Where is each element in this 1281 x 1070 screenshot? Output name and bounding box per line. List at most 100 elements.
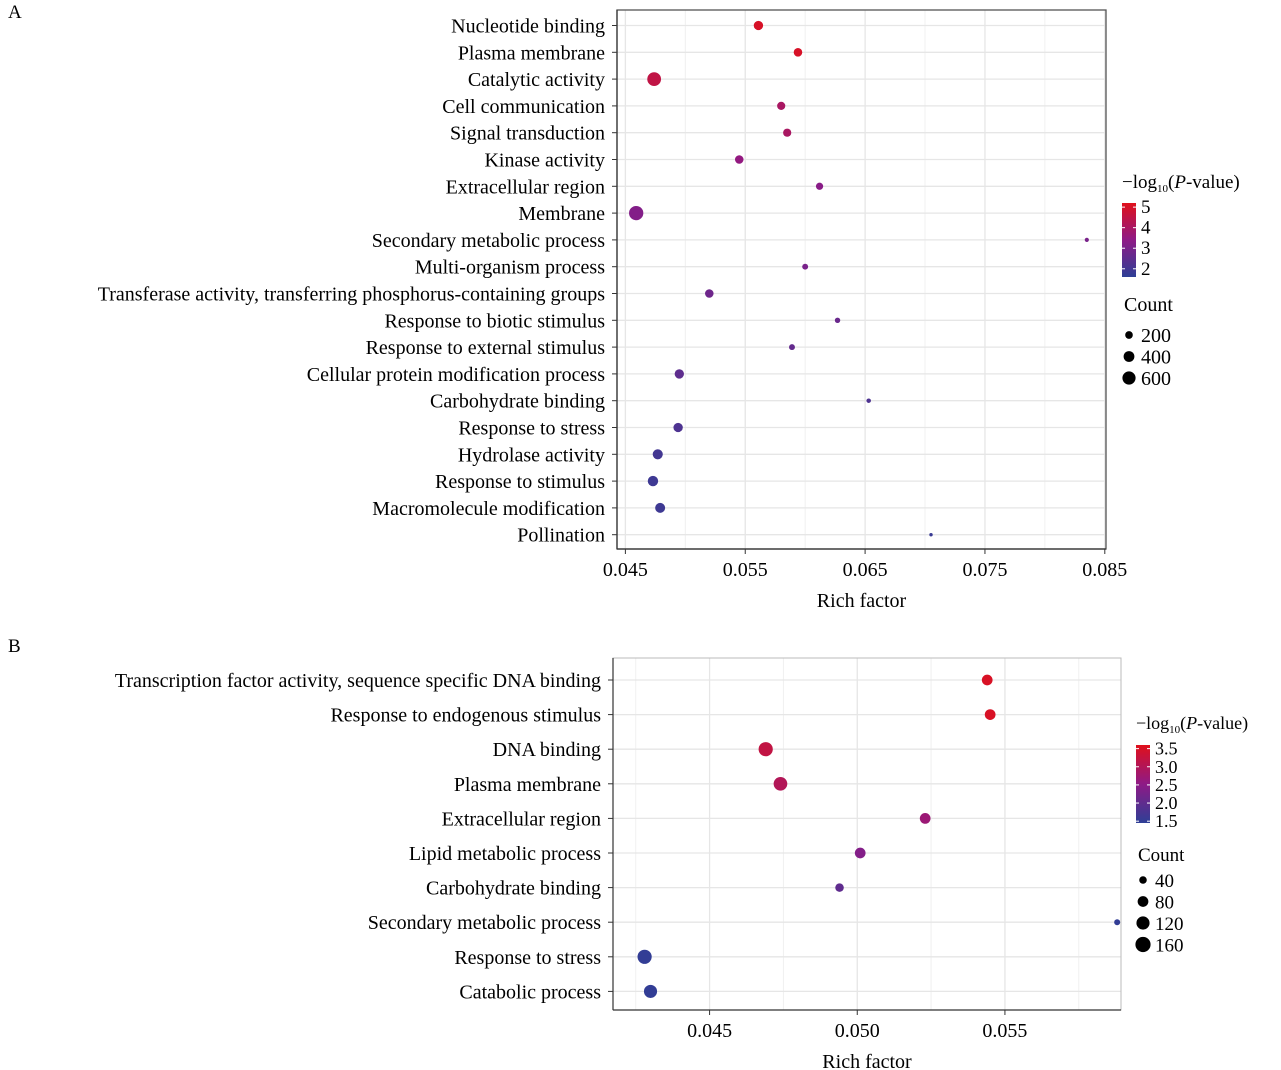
x-tick-label: 0.045	[687, 1020, 732, 1042]
y-category-label: Transcription factor activity, sequence …	[115, 670, 601, 692]
y-category-label: Signal transduction	[450, 123, 605, 145]
y-category-label: Secondary metabolic process	[368, 912, 601, 934]
size-legend-label: 160	[1155, 936, 1184, 957]
size-legend-label: 40	[1155, 871, 1174, 892]
data-point	[647, 72, 662, 86]
size-legend-title: Count	[1138, 845, 1185, 866]
legend-title-suffix: -value)	[1197, 713, 1248, 734]
x-tick-label: 0.050	[835, 1020, 880, 1042]
size-legend-dot	[1122, 371, 1136, 385]
x-axis-title: Rich factor	[822, 1051, 912, 1070]
size-legend-label: 400	[1141, 347, 1171, 369]
data-point	[734, 155, 744, 164]
data-point	[835, 883, 844, 892]
color-legend-title: −log10(P-value)	[1122, 172, 1240, 195]
data-point	[834, 317, 841, 323]
y-category-label: DNA binding	[493, 739, 601, 761]
legend-title-prefix: −log	[1122, 172, 1157, 193]
data-point	[1084, 237, 1089, 242]
size-legend-label: 200	[1141, 325, 1171, 347]
data-point	[981, 674, 993, 686]
y-category-label: Lipid metabolic process	[409, 843, 601, 865]
size-legend-label: 600	[1141, 368, 1171, 390]
size-legend-dot	[1125, 331, 1133, 339]
panel-b: B 0.045 0.050 0.055 Transcription factor act…	[8, 636, 1248, 1070]
y-category-label: Multi-organism process	[415, 257, 605, 279]
data-point	[647, 475, 659, 487]
data-point	[674, 369, 685, 379]
colorbar-label: 3.0	[1155, 757, 1178, 777]
y-category-label: Response to external stimulus	[366, 337, 606, 359]
data-point	[919, 813, 931, 824]
colorbar	[1136, 745, 1150, 823]
y-category-label: Catalytic activity	[468, 69, 605, 91]
size-legend-label: 120	[1155, 914, 1184, 935]
panel-label: A	[8, 2, 22, 23]
y-category-label: Response to stress	[454, 947, 601, 969]
data-point	[753, 20, 764, 31]
data-point	[773, 776, 788, 791]
x-tick-label: 0.055	[723, 559, 768, 581]
data-point	[1114, 919, 1121, 926]
size-legend-dot	[1139, 876, 1147, 884]
plot-background	[617, 10, 1106, 549]
colorbar-label: 1.5	[1155, 811, 1178, 831]
y-category-label: Pollination	[517, 525, 605, 547]
size-legend-dot	[1123, 351, 1135, 362]
colorbar-label: 3.5	[1155, 739, 1178, 759]
data-point	[673, 422, 683, 433]
color-legend-title: −log10(P-value)	[1136, 713, 1248, 736]
x-tick-label: 0.045	[603, 559, 648, 581]
colorbar	[1122, 203, 1136, 277]
y-category-label: Extracellular region	[446, 176, 605, 198]
data-point	[783, 128, 792, 137]
colorbar-label: 2	[1141, 259, 1151, 280]
data-point	[643, 984, 658, 998]
data-point	[637, 949, 652, 964]
data-point	[793, 48, 803, 57]
size-legend-dot	[1136, 916, 1150, 930]
y-category-label: Hydrolase activity	[458, 444, 605, 466]
legend-title-suffix: -value)	[1186, 172, 1240, 193]
size-legend-title: Count	[1124, 294, 1173, 316]
x-tick-label: 0.065	[843, 559, 888, 581]
colorbar-label: 5	[1141, 197, 1151, 218]
legend-title-subscript: 10	[1169, 724, 1181, 736]
y-category-label: Response to stress	[458, 418, 605, 440]
legend-title-prefix: −log	[1136, 713, 1169, 733]
legend-title-subscript: 10	[1157, 183, 1169, 195]
panel-a: A 0.045 0.055 0.065 0.075 0.085 Nucleotide bin…	[8, 2, 1240, 612]
x-axis-title: Rich factor	[817, 590, 907, 612]
y-category-label: Cellular protein modification process	[307, 364, 605, 386]
data-point	[652, 449, 663, 460]
data-point	[777, 101, 786, 110]
y-category-label: Carbohydrate binding	[426, 878, 601, 900]
data-point	[802, 263, 809, 270]
colorbar-label: 2.5	[1155, 775, 1178, 795]
data-point	[984, 709, 996, 720]
color-legend: −log10(P-value) 3.53.02.52.01.5	[1136, 713, 1248, 831]
y-category-label: Kinase activity	[484, 150, 605, 172]
y-category-label: Response to biotic stimulus	[384, 310, 605, 332]
y-category-label: Cell communication	[442, 96, 605, 118]
y-category-label: Secondary metabolic process	[372, 230, 605, 252]
y-category-label: Carbohydrate binding	[430, 391, 605, 413]
panel-label: B	[8, 636, 21, 657]
y-category-label: Nucleotide binding	[451, 16, 605, 38]
data-point	[758, 742, 773, 757]
y-category-label: Plasma membrane	[458, 42, 605, 64]
y-category-label: Macromolecule modification	[372, 498, 605, 520]
data-point	[866, 398, 871, 403]
y-category-label: Extracellular region	[442, 808, 601, 830]
y-category-label: Membrane	[518, 203, 605, 225]
data-point	[655, 502, 666, 513]
x-tick-label: 0.075	[962, 559, 1007, 581]
size-legend-dot	[1135, 936, 1151, 953]
legend-title-italic: P	[1185, 713, 1197, 733]
size-legend-dot	[1137, 896, 1149, 907]
data-point	[929, 532, 933, 537]
data-point	[629, 205, 644, 221]
y-category-label: Response to endogenous stimulus	[330, 705, 601, 727]
